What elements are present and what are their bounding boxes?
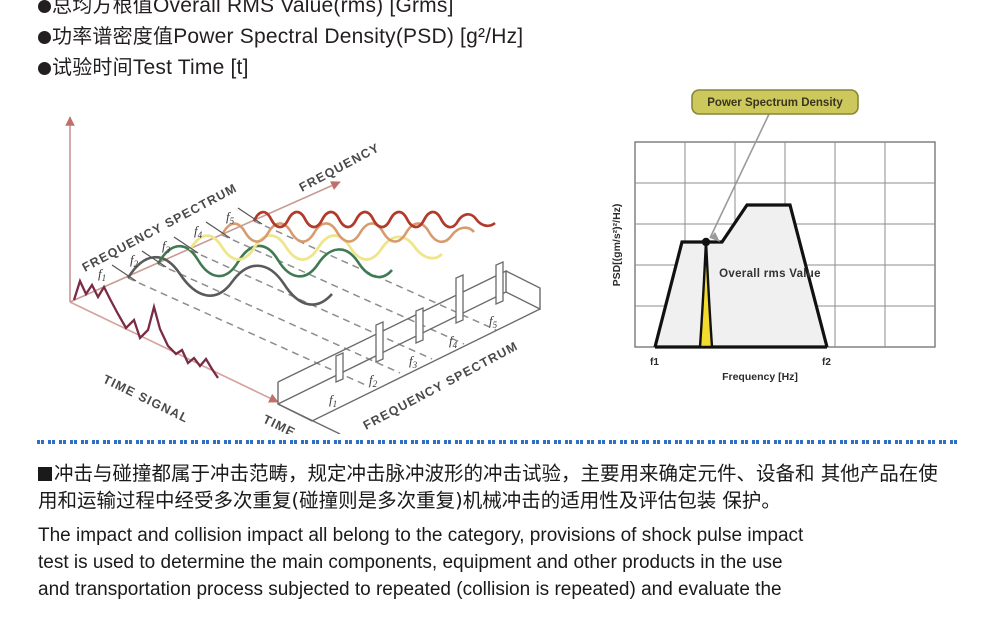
wave-label-f2: f2: [130, 252, 139, 269]
square-bullet-icon: [38, 467, 52, 481]
spec-bullet-list: 总均方根值Overall RMS Value(rms) [Grms] 功率谱密度…: [38, 0, 958, 83]
wave-trace-f4: [220, 222, 475, 244]
spectrum-label-f2: f2: [369, 372, 378, 389]
spectrum-label-f5: f5: [489, 313, 498, 330]
bullet-label-cn: 试验时间: [52, 55, 133, 79]
bullet-label-cn: 功率谱密度值: [52, 24, 174, 48]
bullet-label-cn: 总均方根值: [52, 0, 153, 17]
wave-trace-f1: [126, 255, 333, 306]
callout-box: [691, 89, 859, 115]
wave-trace-f5: [252, 210, 496, 229]
label-time-signal: TIME SIGNAL: [101, 372, 191, 426]
bullet-label-en: Test Time [t]: [132, 56, 249, 79]
psd-chart-svg: Power Spectrum Density Overall rms Value…: [611, 89, 936, 383]
wave-label-f4: f4: [194, 223, 203, 240]
spectrum-bars: [335, 261, 504, 383]
y-axis-label: PSD[(gm/s²)²/Hz): [611, 204, 623, 287]
psd-profile-chart: Power Spectrum Density Overall rms Value…: [600, 82, 960, 434]
wave-trace-f3: [188, 234, 443, 261]
psd-profile-line: [653, 203, 829, 348]
bullet-label-en: Overall RMS Value(rms) [Grms]: [153, 0, 454, 17]
wave-trace-f2: [156, 244, 393, 279]
bullet-item-test-time: 试验时间Test Time [t]: [38, 52, 958, 83]
x-tick-f1: f1: [650, 357, 659, 368]
bullet-label-en: Power Spectral Density(PSD) [g²/Hz]: [173, 25, 524, 48]
wave-trace-time-signal: [72, 277, 219, 379]
paragraph-chinese: 冲击与碰撞都属于冲击范畴，规定冲击脉冲波形的冲击试验，主要用来确定元件、设备和 …: [38, 460, 943, 514]
wave-label-f1: f1: [98, 266, 106, 283]
callout-arrow-icon: [710, 232, 720, 242]
spectrum-label-f1: f1: [329, 392, 337, 409]
body-copy: 冲击与碰撞都属于冲击范畴，规定冲击脉冲波形的冲击试验，主要用来确定元件、设备和 …: [38, 460, 943, 603]
frequency-axis: [69, 181, 341, 303]
psd-marker-point: [701, 237, 711, 247]
paragraph-english-line-1: The impact and collision impact all belo…: [38, 525, 804, 546]
paragraph-chinese-line-3: 保护。: [722, 489, 781, 512]
time-frequency-3d-diagram: f1 f2 f3 f4 f5 f1 f2 f3: [40, 82, 600, 434]
label-time-axis: TIME: [261, 412, 298, 434]
bullet-item-psd: 功率谱密度值Power Spectral Density(PSD) [g²/Hz…: [38, 21, 958, 52]
figure-band: f1 f2 f3 f4 f5 f1 f2 f3: [0, 82, 1000, 434]
wave-label-f5: f5: [226, 209, 235, 226]
section-divider: [37, 440, 957, 444]
wave-label-f3: f3: [162, 238, 171, 255]
spectrum-label-f3: f3: [409, 353, 418, 370]
label-frequency-axis: FREQUENCY: [297, 140, 382, 194]
paragraph-english-line-2: test is used to determine the main compo…: [38, 552, 783, 573]
paragraph-chinese-line-2: 其他产品在使用和运输过程中经受多次重复(碰撞则是多次重复)机械冲击的适用性及评估…: [38, 462, 938, 512]
bullet-dot-icon: [38, 62, 51, 75]
spectrum-label-f4: f4: [449, 333, 458, 350]
paragraph-english-line-3: and transportation process subjected to …: [38, 579, 782, 600]
callout-label: Power Spectrum Density: [707, 97, 843, 109]
bullet-dot-icon: [38, 31, 51, 44]
overall-rms-annotation: Overall rms Value: [719, 268, 821, 280]
bullet-item-overall-rms: 总均方根值Overall RMS Value(rms) [Grms]: [38, 0, 958, 21]
psd-profile-area: [655, 205, 827, 347]
bullet-dot-icon: [38, 0, 51, 13]
paragraph-english: The impact and collision impact all belo…: [38, 522, 943, 603]
callout-leader-line: [709, 111, 771, 239]
diagram-3d-svg: f1 f2 f3 f4 f5 f1 f2 f3: [65, 116, 541, 434]
x-axis-label: Frequency [Hz]: [722, 371, 798, 383]
paragraph-chinese-line-1: 冲击与碰撞都属于冲击范畴，规定冲击脉冲波形的冲击试验，主要用来确定元件、设备和: [54, 462, 815, 485]
base-box: [277, 269, 541, 434]
frequency-leader-ticks: [111, 207, 263, 282]
x-tick-f2: f2: [822, 357, 831, 368]
